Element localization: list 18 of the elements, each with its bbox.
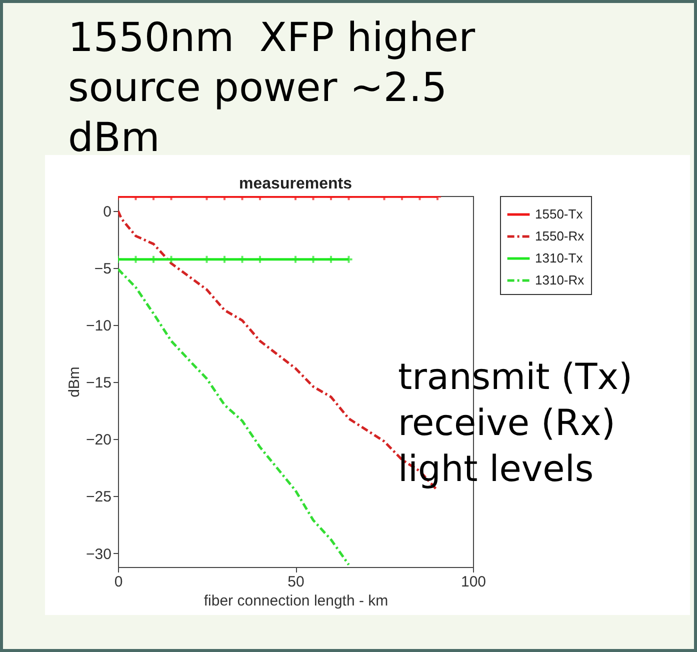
y-tick-label: −5 xyxy=(94,260,112,278)
y-axis-title: dBm xyxy=(66,366,84,398)
legend-label: 1310-Rx xyxy=(535,272,585,288)
legend-label: 1310-Tx xyxy=(535,250,584,266)
y-tick-label: 0 xyxy=(103,203,112,220)
legend-label: 1550-Tx xyxy=(535,206,584,222)
legend-label: 1550-Rx xyxy=(535,228,585,244)
x-tick-label: 100 xyxy=(460,574,486,590)
x-tick-label: 50 xyxy=(288,574,304,590)
x-tick-label: 0 xyxy=(114,574,123,590)
y-tick-label: −25 xyxy=(86,488,112,506)
y-tick-label: −15 xyxy=(86,374,112,392)
chart-subtitle: measurements xyxy=(239,176,352,192)
x-axis-title: fiber connection length - km xyxy=(204,592,388,610)
y-tick-label: −20 xyxy=(86,432,112,449)
chart-title: 1550nm XFP higher source power ~2.5 dBm xyxy=(68,14,476,163)
y-tick-label: −10 xyxy=(86,317,112,334)
y-tick-label: −30 xyxy=(86,546,112,563)
